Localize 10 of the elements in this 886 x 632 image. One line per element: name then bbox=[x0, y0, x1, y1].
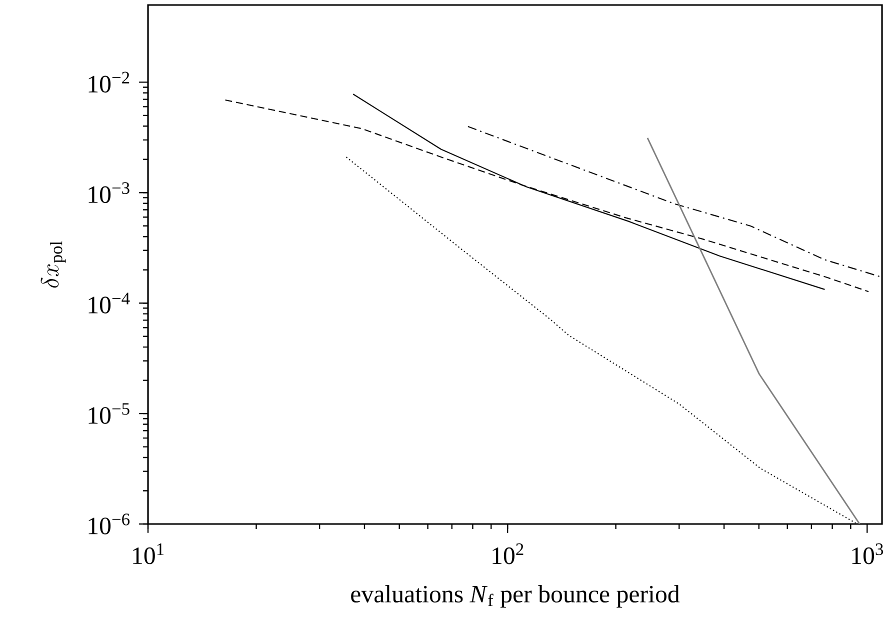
x-tick-label: 10$^{2}$ bbox=[492, 543, 524, 564]
y-tick-label: 10$^{−5}$ bbox=[88, 403, 130, 424]
y-tick-label: 10$^{−6}$ bbox=[88, 514, 130, 534]
x-tick-label: 10$^{3}$ bbox=[852, 543, 884, 564]
y-tick-label: 10$^{−3}$ bbox=[88, 182, 130, 204]
y-tick-label: 10$^{−2}$ bbox=[88, 72, 130, 93]
y-axis-title: $\delta x_{\mathrm{pol}}$ bbox=[40, 241, 66, 288]
x-axis-title: evaluations N$_{f}$ per bounce period bbox=[351, 585, 680, 608]
x-tick-label: 10$^{1}$ bbox=[133, 543, 164, 564]
y-tick-label: 10$^{−4}$ bbox=[88, 292, 130, 314]
